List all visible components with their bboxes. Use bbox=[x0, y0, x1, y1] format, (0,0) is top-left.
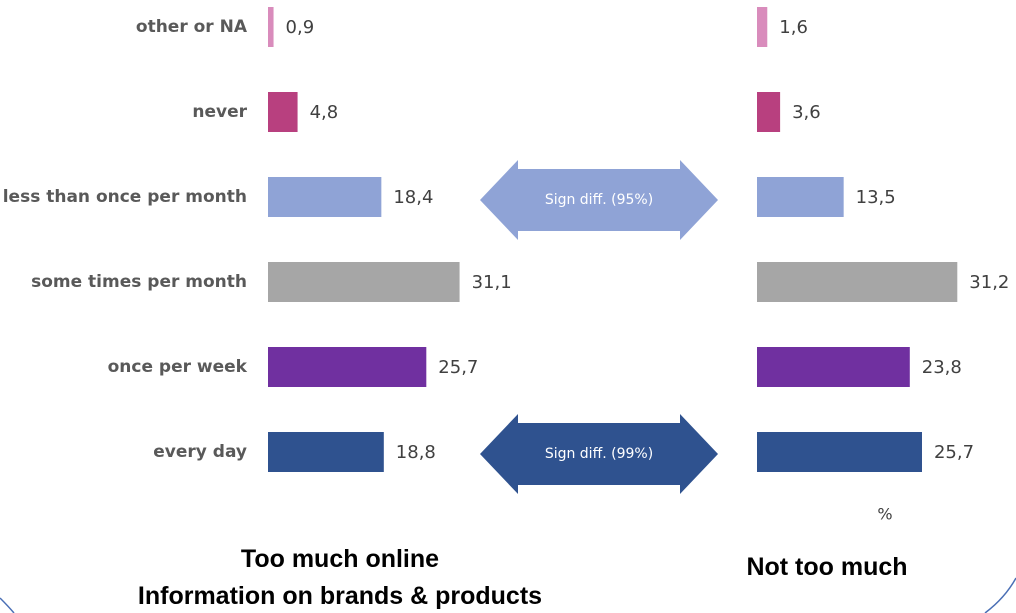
bar bbox=[757, 262, 958, 302]
double-arrow bbox=[480, 414, 718, 494]
category-label: never bbox=[192, 102, 247, 122]
category-label: some times per month bbox=[31, 272, 247, 292]
bar bbox=[268, 262, 460, 302]
series-title: Not too much bbox=[746, 553, 908, 581]
value-label: 23,8 bbox=[922, 357, 962, 378]
series-title: Too much online Information on brands & … bbox=[137, 545, 543, 610]
annotation: Sign diff. (95%) bbox=[545, 192, 653, 208]
value-label: 18,8 bbox=[396, 442, 436, 463]
category-label: every day bbox=[153, 442, 247, 462]
bar bbox=[757, 177, 844, 217]
category-label: other or NA bbox=[136, 17, 248, 37]
unit-label: % bbox=[877, 505, 892, 524]
value-label: 0,9 bbox=[286, 17, 315, 38]
bar bbox=[268, 92, 298, 132]
value-label: 31,1 bbox=[472, 272, 512, 293]
frame-arc bbox=[984, 577, 1016, 613]
double-arrow bbox=[480, 160, 718, 240]
value-label: 13,5 bbox=[856, 187, 896, 208]
bar bbox=[757, 92, 781, 132]
annotation: Sign diff. (99%) bbox=[545, 446, 653, 462]
category-label: once per week bbox=[108, 357, 248, 377]
bar bbox=[757, 347, 910, 387]
value-label: 3,6 bbox=[792, 102, 821, 123]
value-label: 31,2 bbox=[969, 272, 1009, 293]
category-label: less than once per month bbox=[3, 187, 247, 207]
bar bbox=[268, 432, 384, 472]
value-label: 1,6 bbox=[779, 17, 808, 38]
bar bbox=[268, 7, 274, 47]
value-label: 25,7 bbox=[438, 357, 478, 378]
bar bbox=[757, 432, 922, 472]
value-label: 4,8 bbox=[310, 102, 339, 123]
bar bbox=[757, 7, 768, 47]
value-label: 25,7 bbox=[934, 442, 974, 463]
bar bbox=[268, 177, 382, 217]
value-label: 18,4 bbox=[393, 187, 433, 208]
bar bbox=[268, 347, 427, 387]
frame-arc bbox=[0, 597, 15, 613]
